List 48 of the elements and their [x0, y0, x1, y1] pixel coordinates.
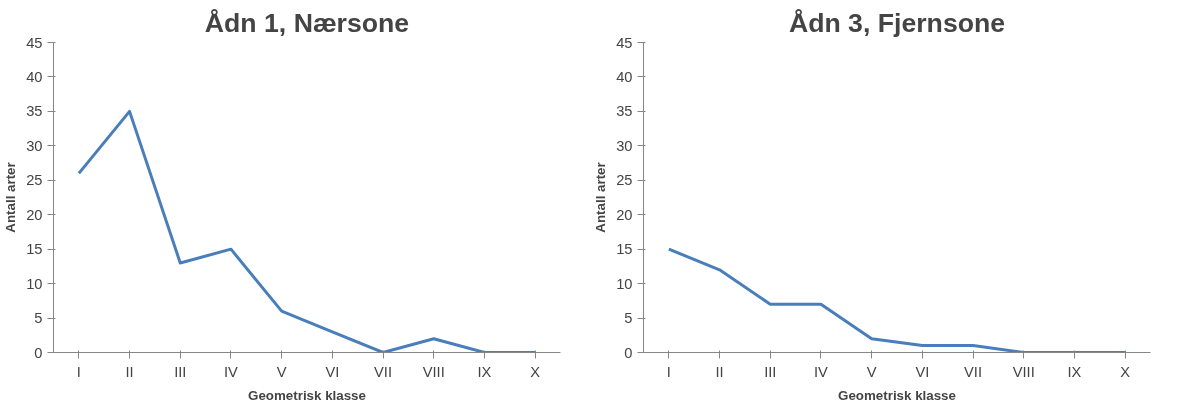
- y-tick-label: 45: [26, 34, 43, 51]
- y-tick-label: 5: [624, 310, 633, 327]
- y-tick-label: 0: [34, 344, 43, 361]
- x-tick-label: X: [530, 363, 541, 380]
- x-tick-label: III: [174, 363, 187, 380]
- y-tick-label: 5: [34, 310, 43, 327]
- x-axis-title: Geometrisk klasse: [248, 387, 366, 403]
- x-tick-label: V: [866, 363, 877, 380]
- x-tick-label: VIII: [422, 363, 445, 380]
- y-tick-label: 15: [616, 241, 633, 258]
- y-tick-label: 35: [26, 103, 43, 120]
- x-tick-label: VIII: [1012, 363, 1035, 380]
- line-series: [77, 109, 537, 353]
- y-tick-label: 20: [616, 206, 633, 223]
- x-tick-label: V: [276, 363, 287, 380]
- y-tick-label: 25: [26, 172, 43, 189]
- x-tick-label: I: [76, 363, 81, 380]
- y-tick-label: 30: [26, 137, 43, 154]
- y-tick-label: 15: [26, 241, 43, 258]
- x-tick-label: IV: [814, 363, 829, 380]
- x-tick-label: VI: [325, 363, 340, 380]
- x-tick-label: VII: [374, 363, 393, 380]
- y-tick-label: 10: [26, 275, 43, 292]
- x-tick-label: X: [1120, 363, 1131, 380]
- y-tick-label: 45: [616, 34, 633, 51]
- y-tick-label: 40: [616, 68, 633, 85]
- y-tick-label: 25: [616, 172, 633, 189]
- y-tick-label: 0: [624, 344, 633, 361]
- y-tick-label: 20: [26, 206, 43, 223]
- y-tick-label: 30: [616, 137, 633, 154]
- x-tick-label: II: [715, 363, 724, 380]
- x-tick-label: IX: [477, 363, 492, 380]
- chart-title: Ådn 3, Fjernsone: [788, 7, 1006, 38]
- x-tick-label: III: [764, 363, 777, 380]
- y-axis-title: Antall arter: [3, 162, 19, 233]
- x-tick-label: VII: [964, 363, 983, 380]
- x-tick-label: VI: [915, 363, 930, 380]
- x-tick-label: II: [125, 363, 134, 380]
- y-axis-title: Antall arter: [593, 162, 609, 233]
- x-axis-title: Geometrisk klasse: [838, 387, 956, 403]
- y-tick-label: 35: [616, 103, 633, 120]
- x-tick-label: I: [666, 363, 671, 380]
- chart-title: Ådn 1, Nærsone: [204, 7, 410, 38]
- x-tick-label: IV: [224, 363, 239, 380]
- y-tick-label: 10: [616, 275, 633, 292]
- x-tick-label: IX: [1067, 363, 1082, 380]
- y-tick-label: 40: [26, 68, 43, 85]
- line-series: [667, 247, 1127, 353]
